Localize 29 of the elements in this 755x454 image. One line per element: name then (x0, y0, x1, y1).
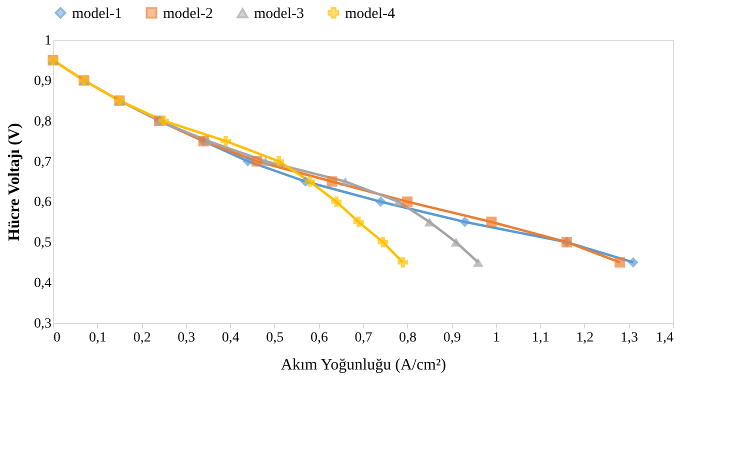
x-tick-label: 0,4 (222, 330, 240, 346)
x-tick-label: 0,6 (310, 330, 328, 346)
x-tick-label: 1,4 (656, 330, 674, 346)
x-tick-label: 0,1 (89, 330, 107, 346)
y-tick-label: 1 (44, 34, 52, 48)
legend-label: model-1 (72, 6, 122, 22)
y-tick-label: 0,5 (34, 236, 52, 251)
x-tick-label: 1 (492, 330, 500, 346)
y-tick-label: 0,6 (34, 195, 52, 210)
y-tick-label: 0,8 (34, 114, 52, 130)
x-tick-label: 0 (54, 330, 60, 346)
x-tick-label: 0,3 (178, 330, 196, 346)
x-axis-title: Akım Yoğunluğu (A/cm²) (280, 356, 446, 374)
x-tick-label: 0,7 (354, 330, 372, 346)
x-tick-label: 0,2 (133, 330, 151, 346)
legend-label: model-4 (345, 6, 396, 22)
x-tick-label: 0,9 (443, 330, 461, 346)
x-tick-label: 1,1 (532, 330, 550, 346)
y-tick-label: 0,7 (34, 154, 52, 170)
x-tick-label: 1,2 (576, 330, 594, 346)
legend-label: model-3 (254, 6, 304, 22)
y-tick-label: 0,9 (34, 74, 52, 89)
y-tick-label: 0,3 (34, 316, 52, 332)
y-tick-label: 0,4 (34, 276, 52, 292)
x-tick-label: 0,8 (399, 330, 417, 346)
y-axis-title: Hücre Voltajı (V) (6, 123, 23, 241)
x-tick-label: 1,3 (620, 330, 638, 346)
x-tick-label: 0,5 (266, 330, 284, 346)
legend-label: model-2 (163, 6, 213, 22)
